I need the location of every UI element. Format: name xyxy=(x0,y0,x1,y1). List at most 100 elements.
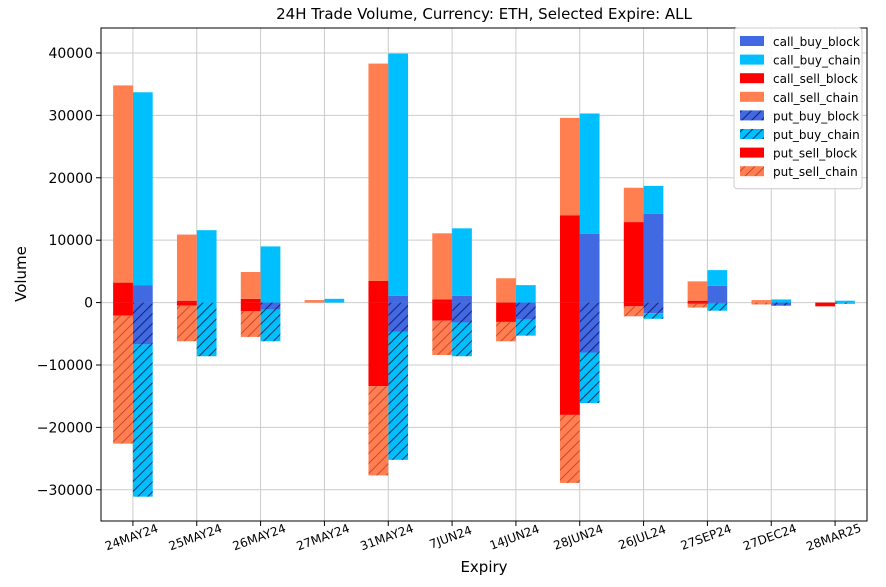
legend-label-put_buy_chain: put_buy_chain xyxy=(773,128,860,142)
x-tick-label: 28MAR25 xyxy=(804,521,863,554)
y-tick-label: 10000 xyxy=(48,233,93,249)
bars xyxy=(113,53,855,497)
bar-put_sell_block xyxy=(432,302,453,321)
bar-call_buy_chain xyxy=(388,53,409,296)
chart-title: 24H Trade Volume, Currency: ETH, Selecte… xyxy=(276,5,692,23)
bar-put_sell_block xyxy=(496,302,516,322)
y-tick-label: 40000 xyxy=(48,46,93,62)
bar-call_buy_block xyxy=(388,295,409,303)
bar-put_buy_chain xyxy=(196,302,217,357)
x-tick-label: 27MAY24 xyxy=(295,521,352,553)
bar-put_buy_chain xyxy=(515,319,536,336)
legend-swatch-call_buy_chain xyxy=(740,54,764,65)
x-axis-label: Expiry xyxy=(460,558,507,576)
bar-call_sell_block xyxy=(176,300,197,303)
bar-call_sell_block xyxy=(432,299,453,303)
bar-call_sell_block xyxy=(559,215,580,303)
x-tick-label: 26MAY24 xyxy=(231,521,288,553)
legend-swatch-call_sell_block xyxy=(740,73,764,84)
legend-swatch-put_buy_chain xyxy=(740,129,764,139)
bar-put_buy_chain xyxy=(452,322,472,357)
bar-put_sell_chain xyxy=(559,414,580,483)
bar-call_buy_block xyxy=(643,213,664,303)
bar-put_sell_chain xyxy=(368,386,389,476)
bar-call_buy_block xyxy=(132,285,153,303)
legend-label-put_sell_chain: put_sell_chain xyxy=(773,165,858,179)
bar-put_buy_block xyxy=(579,302,600,353)
legend-label-call_buy_chain: call_buy_chain xyxy=(773,54,860,68)
bar-call_sell_chain xyxy=(559,117,580,216)
bar-call_buy_chain xyxy=(835,300,855,303)
bar-put_sell_chain xyxy=(496,321,516,342)
bar-call_sell_chain xyxy=(240,272,261,299)
x-tick-label: 7JUN24 xyxy=(428,523,474,551)
bar-put_sell_block xyxy=(623,302,644,307)
bar-put_buy_block xyxy=(452,302,472,323)
y-tick-label: 0 xyxy=(84,296,93,312)
bar-put_sell_block xyxy=(240,302,261,312)
x-tick-label: 26JUL24 xyxy=(617,522,668,552)
bar-call_sell_chain xyxy=(304,300,325,303)
x-tick-label: 27DEC24 xyxy=(741,521,798,553)
bar-put_buy_chain xyxy=(835,302,855,304)
bar-put_sell_block xyxy=(815,302,836,307)
bar-put_buy_block xyxy=(515,302,536,320)
plot-frame xyxy=(100,27,868,522)
y-tick-label: −10000 xyxy=(37,358,93,374)
bar-call_buy_block xyxy=(452,295,472,303)
bar-put_buy_block xyxy=(388,302,409,332)
bar-put_sell_chain xyxy=(432,320,453,356)
bar-put_sell_chain xyxy=(687,303,708,308)
bar-call_buy_block xyxy=(707,285,728,303)
bar-call_buy_chain xyxy=(260,246,281,303)
bar-call_buy_chain xyxy=(452,228,472,296)
bar-call_sell_block xyxy=(113,282,133,303)
x-axis: 24MAY24 25MAY24 26MAY24 27MAY24 31MAY24 7JUN2… xyxy=(103,521,863,554)
bar-call_sell_chain xyxy=(432,233,453,300)
bar-call_buy_block xyxy=(579,233,600,303)
legend-swatch-put_sell_chain xyxy=(740,166,764,177)
bar-put_sell_chain xyxy=(176,305,197,342)
bar-call_sell_block xyxy=(687,300,708,303)
bar-put_sell_block xyxy=(176,302,197,306)
legend-swatch-put_sell_block xyxy=(740,147,764,158)
bar-put_buy_chain xyxy=(643,313,664,319)
bar-put_buy_block xyxy=(707,302,728,304)
legend-swatch-call_buy_block xyxy=(740,36,764,46)
x-tick-label: 27SEP24 xyxy=(679,522,734,553)
y-tick-label: −20000 xyxy=(37,420,93,436)
bar-call_buy_chain xyxy=(643,185,664,214)
bar-put_sell_block xyxy=(113,302,133,316)
bar-put_buy_chain xyxy=(707,303,728,311)
bar-call_buy_chain xyxy=(707,270,728,286)
bar-put_sell_chain xyxy=(623,306,644,317)
bar-put_sell_block xyxy=(687,302,708,304)
y-tick-label: 20000 xyxy=(48,171,93,187)
bar-put_sell_chain xyxy=(240,311,261,337)
bar-call_buy_chain xyxy=(579,113,600,234)
bar-put_buy_block xyxy=(132,302,153,345)
y-axis: −30000 −20000 −10000 0 10000 20000 30000 40000 xyxy=(37,46,101,499)
bar-call_sell_chain xyxy=(687,281,708,301)
bar-call_buy_chain xyxy=(324,298,345,303)
bar-call_sell_chain xyxy=(176,234,197,301)
bar-call_sell_block xyxy=(623,222,644,303)
bar-put_buy_block xyxy=(771,302,792,306)
y-axis-label: Volume xyxy=(12,246,30,302)
x-tick-label: 25MAY24 xyxy=(167,521,224,553)
legend-label-call_buy_block: call_buy_block xyxy=(773,35,860,49)
bar-call_sell_chain xyxy=(623,187,644,223)
bar-put_sell_block xyxy=(559,302,580,415)
x-tick-label: 28JUN24 xyxy=(552,522,606,553)
legend-label-put_buy_block: put_buy_block xyxy=(773,109,859,123)
bar-call_buy_chain xyxy=(771,299,792,303)
bar-put_buy_chain xyxy=(579,352,600,404)
y-tick-label: 30000 xyxy=(48,108,93,124)
legend-label-call_sell_chain: call_sell_chain xyxy=(773,91,858,105)
x-tick-label: 14JUN24 xyxy=(488,522,542,553)
bar-call_buy_chain xyxy=(515,285,536,303)
bar-call_buy_chain xyxy=(196,230,217,303)
bar-call_sell_chain xyxy=(368,63,389,281)
bar-put_buy_block xyxy=(643,302,664,314)
legend-label-call_sell_block: call_sell_block xyxy=(773,72,858,86)
